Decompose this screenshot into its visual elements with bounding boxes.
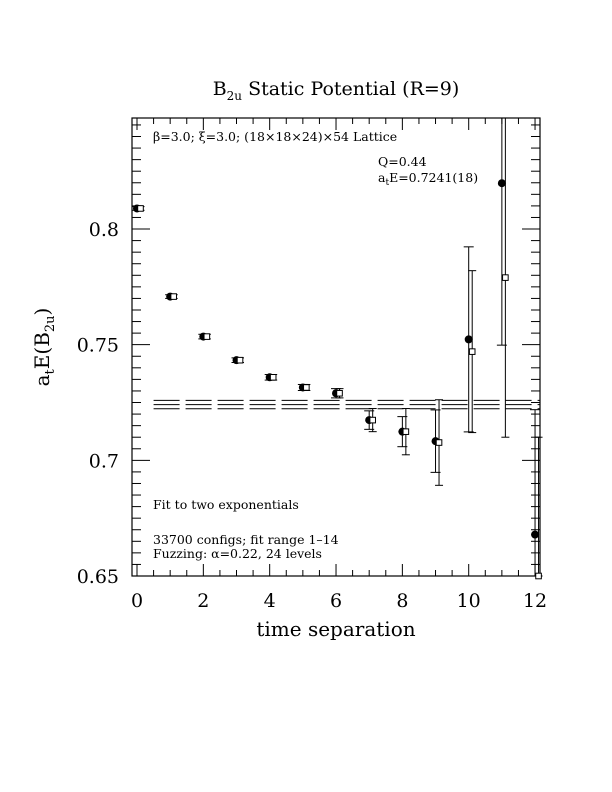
square-point xyxy=(203,333,211,340)
data-points xyxy=(132,117,543,580)
square-point xyxy=(137,205,144,212)
square-point xyxy=(236,356,244,364)
x-tick-label: 6 xyxy=(330,590,342,612)
q-annotation: Q=0.44 xyxy=(378,154,427,169)
configs-annotation: 33700 configs; fit range 1–14 xyxy=(153,532,339,547)
square-point xyxy=(369,416,376,424)
circle-point xyxy=(464,335,473,344)
fit-method-annotation: Fit to two exponentials xyxy=(153,497,299,512)
ate-annotation: atE=0.7241(18) xyxy=(378,170,478,188)
chart-title: B2u Static Potential (R=9) xyxy=(213,78,460,103)
x-tick-label: 8 xyxy=(396,590,408,612)
square-point xyxy=(502,274,509,281)
y-tick-label: 0.65 xyxy=(77,566,119,588)
tick-labels: 0 2 4 6 8 10 12 0.65 0.7 0.75 0.8 xyxy=(77,219,547,612)
fuzzing-annotation: Fuzzing: α=0.22, 24 levels xyxy=(153,546,322,561)
square-point xyxy=(435,439,443,446)
y-tick-label: 0.75 xyxy=(77,335,119,357)
x-tick-label: 0 xyxy=(131,590,143,612)
square-point xyxy=(468,348,476,355)
x-tick-label: 10 xyxy=(457,590,481,612)
y-tick-label: 0.7 xyxy=(89,450,119,472)
square-point xyxy=(336,389,343,397)
y-tick-label: 0.8 xyxy=(89,219,119,241)
square-point xyxy=(303,384,310,391)
square-point xyxy=(535,572,542,580)
square-point xyxy=(402,428,410,435)
circle-point xyxy=(497,179,506,188)
x-tick-label: 2 xyxy=(197,590,209,612)
circle-point xyxy=(531,530,540,539)
square-point xyxy=(269,374,277,381)
x-tick-label: 12 xyxy=(523,590,547,612)
square-point xyxy=(170,293,177,300)
lattice-annotation: β=3.0; ξ=3.0; (18×18×24)×54 Lattice xyxy=(153,129,397,144)
y-axis-label: atE(B2u) xyxy=(30,308,58,387)
x-tick-label: 4 xyxy=(264,590,276,612)
fit-band xyxy=(153,399,540,410)
x-axis-label: time separation xyxy=(256,617,415,641)
